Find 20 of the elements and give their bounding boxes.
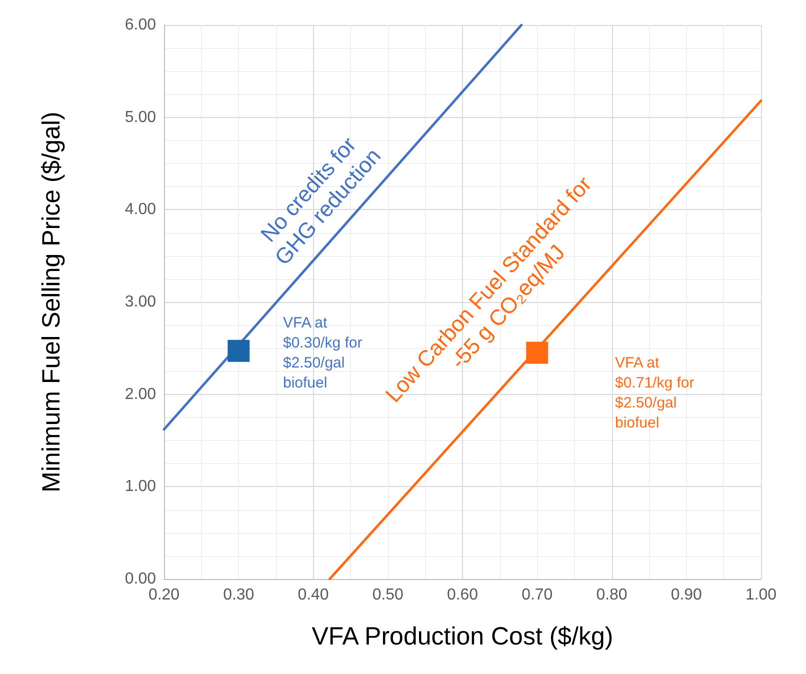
- annotation: VFA at $0.30/kg for $2.50/gal biofuel: [283, 314, 362, 392]
- y-tick-label: 5.00: [124, 108, 156, 126]
- y-tick-label: 2.00: [124, 386, 156, 403]
- x-tick-label: 0.60: [446, 586, 478, 604]
- y-tick-label: 4.00: [124, 201, 156, 218]
- x-tick-label: 1.00: [745, 586, 777, 604]
- x-tick-label: 0.90: [670, 586, 702, 604]
- x-tick-label: 0.20: [148, 586, 180, 604]
- y-tick-label: 1.00: [124, 478, 156, 496]
- y-axis-title: Minimum Fuel Selling Price ($/gal): [38, 112, 66, 492]
- x-tick-label: 0.50: [372, 586, 404, 604]
- x-tick-label: 0.70: [522, 586, 553, 604]
- y-tick-label: 0.00: [124, 570, 156, 588]
- x-tick-label: 0.40: [298, 586, 329, 604]
- x-tick-label: 0.80: [596, 586, 628, 604]
- annotation: VFA at $0.71/kg for $2.50/gal biofuel: [615, 354, 694, 432]
- x-tick-label: 0.30: [223, 586, 254, 604]
- y-tick-label: 6.00: [124, 16, 156, 34]
- x-axis-title: VFA Production Cost ($/kg): [312, 622, 614, 650]
- y-tick-label: 3.00: [124, 294, 156, 310]
